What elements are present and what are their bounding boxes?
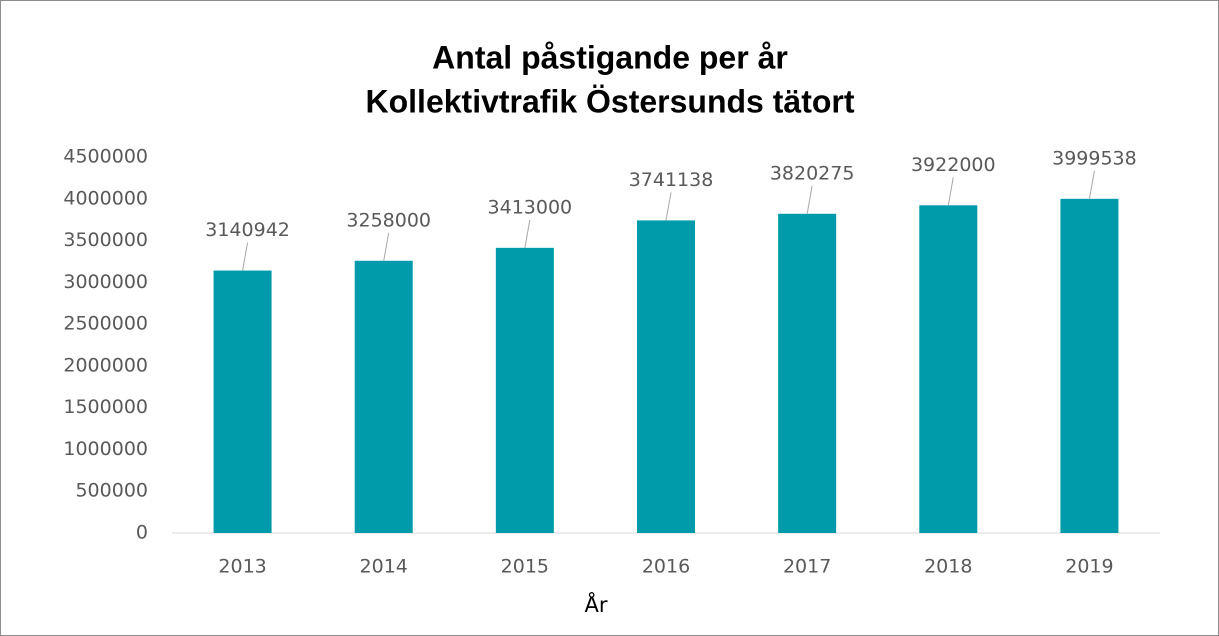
- leader-line: [806, 185, 813, 214]
- data-label: 3922000: [911, 154, 996, 176]
- leader-line: [947, 177, 954, 206]
- leader-line: [524, 219, 531, 248]
- y-tick-label: 4500000: [63, 146, 148, 168]
- leader-line: [1088, 170, 1095, 199]
- y-tick-label: 1500000: [63, 396, 148, 418]
- bar: [354, 260, 413, 533]
- chart-title: Antal påstigande per år: [432, 39, 788, 75]
- x-tick-label: 2016: [642, 556, 690, 578]
- leader-line: [665, 192, 672, 221]
- x-tick-label: 2015: [501, 556, 549, 578]
- leader-line: [383, 232, 390, 261]
- y-tick-label: 1000000: [63, 438, 148, 460]
- x-tick-label: 2019: [1065, 556, 1113, 578]
- data-label: 3413000: [488, 196, 573, 218]
- y-tick-label: 3500000: [63, 229, 148, 251]
- y-tick-label: 500000: [75, 480, 148, 502]
- bar: [919, 205, 978, 533]
- bar: [637, 220, 695, 533]
- x-axis-label: År: [585, 591, 608, 617]
- x-tick-label: 2018: [924, 556, 972, 578]
- x-tick-label: 2014: [360, 556, 408, 578]
- y-tick-label: 2500000: [63, 313, 148, 335]
- y-tick-label: 2000000: [63, 354, 148, 376]
- y-tick-label: 0: [136, 522, 148, 544]
- data-label: 3820275: [770, 162, 855, 184]
- y-tick-label: 4000000: [63, 187, 148, 209]
- bar: [495, 247, 554, 533]
- chart-title: Kollektivtrafik Östersunds tätort: [366, 83, 855, 119]
- bar: [213, 270, 272, 533]
- bar: [1060, 198, 1119, 533]
- leader-line: [242, 242, 249, 271]
- x-tick-label: 2013: [218, 556, 266, 578]
- bar: [778, 213, 837, 533]
- data-label: 3140942: [205, 219, 290, 241]
- data-label: 3258000: [346, 209, 431, 231]
- x-tick-label: 2017: [783, 556, 831, 578]
- y-tick-label: 3000000: [63, 271, 148, 293]
- data-label: 3741138: [629, 169, 714, 191]
- data-label: 3999538: [1052, 147, 1137, 169]
